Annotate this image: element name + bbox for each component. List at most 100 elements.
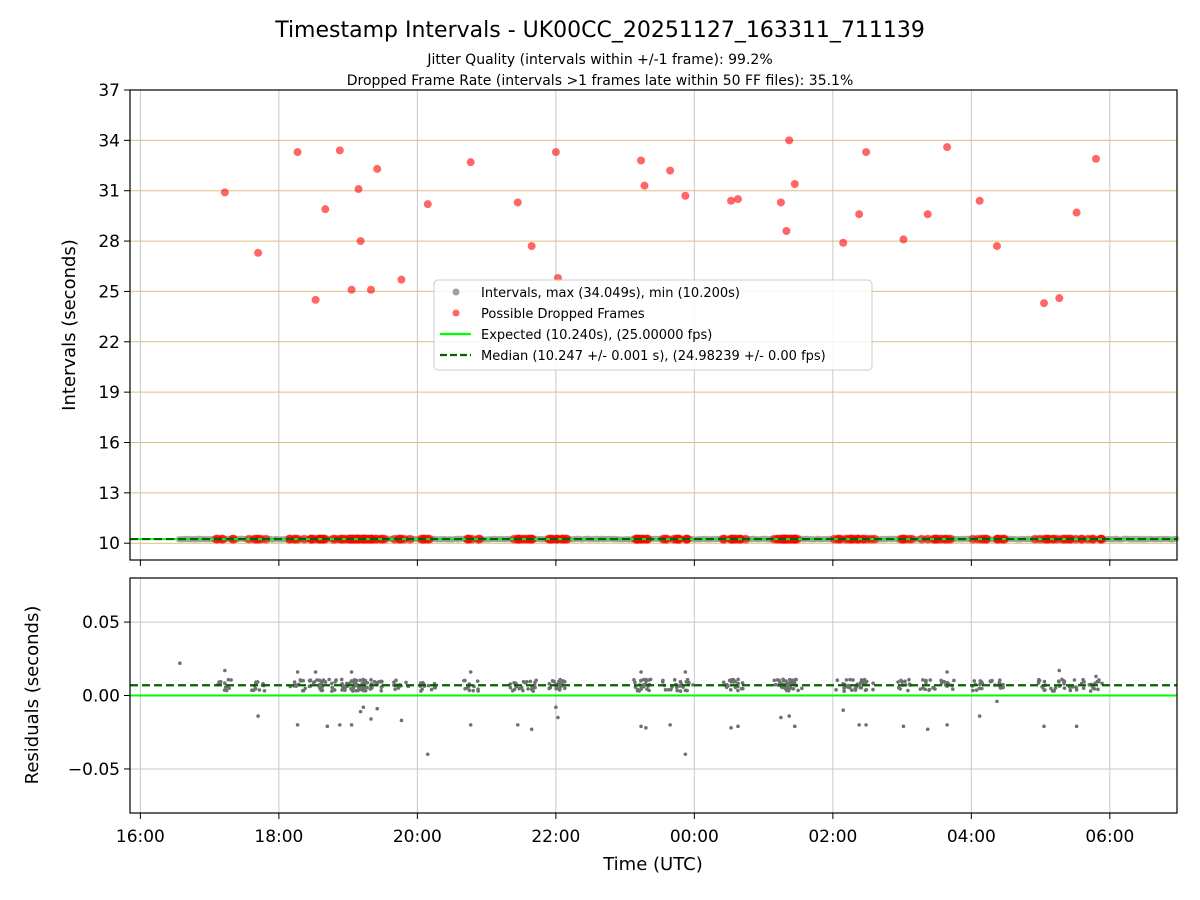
dropped-frame-point [666,166,675,175]
residual-point [392,680,396,684]
residual-point [301,678,305,683]
residual-point [339,677,344,682]
residual-point [871,681,875,686]
residual-point [784,679,788,683]
dropped-frame-point [862,148,871,157]
residuals-panel: 0.05 0.00 −0.05 16:00 18:00 20:00 22:00 00:00 02… [68,577,1178,847]
residual-outlier-point [1094,674,1098,679]
residual-point [327,677,331,682]
residual-point [320,688,325,693]
residual-outlier-point [995,699,999,704]
residual-outlier-point [857,723,861,727]
residual-point [907,677,911,682]
dropped-frame-point [354,185,363,194]
chart-subtitle-dropped: Dropped Frame Rate (intervals >1 frames … [347,73,854,89]
residual-point [740,681,745,685]
residual-point [773,682,778,687]
residual-point [471,688,476,693]
residual-outlier-point [644,726,648,730]
residual-outlier-point [338,723,342,727]
intervals-ytick-label: 10 [98,534,120,554]
residual-point [1072,678,1077,682]
residual-point [672,678,677,682]
residual-point [733,685,738,690]
dropped-frame-point [397,275,406,284]
residual-outlier-point [375,706,380,711]
residual-point [226,677,231,682]
residual-point [1042,688,1047,693]
dropped-frame-point [1055,294,1064,303]
residual-point [796,688,800,693]
intervals-ytick-label: 19 [98,383,120,403]
residual-outlier-point [515,723,520,727]
residual-point [562,680,567,684]
residual-outlier-point [792,724,797,729]
residual-point [1042,679,1047,684]
residual-point [429,687,434,692]
legend-label-intervals: Intervals, max (34.049s), min (10.200s) [481,286,740,301]
x-tick-label: 02:00 [808,827,857,847]
residual-point [939,678,943,683]
legend-box [433,279,873,371]
residual-outlier-point [325,724,330,729]
residual-point [675,688,679,693]
residual-point [224,688,229,693]
dropped-frame-point [527,242,536,251]
residual-outlier-point [529,727,534,732]
x-tick-label: 22:00 [531,827,580,847]
residual-point [859,678,864,682]
residual-outlier-point [901,724,906,729]
residual-point [641,683,646,687]
residual-point [562,686,567,691]
residual-outlier-point [554,705,558,710]
residual-point [358,678,362,683]
residual-point [558,685,563,689]
residual-point [1062,686,1067,690]
residual-point [362,687,367,692]
dropped-frame-point [899,235,908,244]
residual-point [1088,689,1093,693]
residual-point [850,688,854,693]
residual-point [1081,677,1085,682]
residual-outlier-point [468,723,473,727]
residual-point [1056,679,1061,683]
residual-point [726,684,730,688]
dropped-frame-point [1091,154,1100,163]
dropped-frame-point [785,136,794,145]
residual-point [262,688,267,693]
intervals-ytick-label: 13 [98,484,120,504]
residual-point [931,685,936,690]
dropped-frame-point [335,146,344,155]
residual-point [639,686,643,691]
residual-point [864,687,869,692]
residual-point [663,688,668,692]
residual-point [848,686,852,690]
residual-point [786,687,791,692]
residual-outlier-point [1042,724,1046,729]
legend-label-dropped: Possible Dropped Frames [481,307,645,322]
residual-outlier-point [1074,724,1079,729]
residual-outlier-point [779,715,783,720]
residual-outlier-point [945,670,949,674]
residual-point [308,678,313,683]
residual-point [834,687,838,692]
dropped-frame-point [373,164,382,173]
residual-point [660,680,665,684]
intervals-ytick-label: 31 [98,182,120,202]
dropped-frame-point [551,148,560,157]
residual-point [357,685,361,690]
residual-point [1053,685,1058,690]
residual-point [997,681,1002,685]
residual-point [257,688,262,692]
residual-point [1062,681,1066,686]
residual-outlier-point [223,668,227,673]
residual-point [794,677,798,682]
residual-point [323,680,328,684]
residual-point [918,687,923,691]
residual-point [370,685,374,690]
dropped-frame-point [790,180,799,188]
residual-point [365,680,370,685]
residual-point [521,688,525,693]
dropped-frame-point [1040,299,1049,308]
